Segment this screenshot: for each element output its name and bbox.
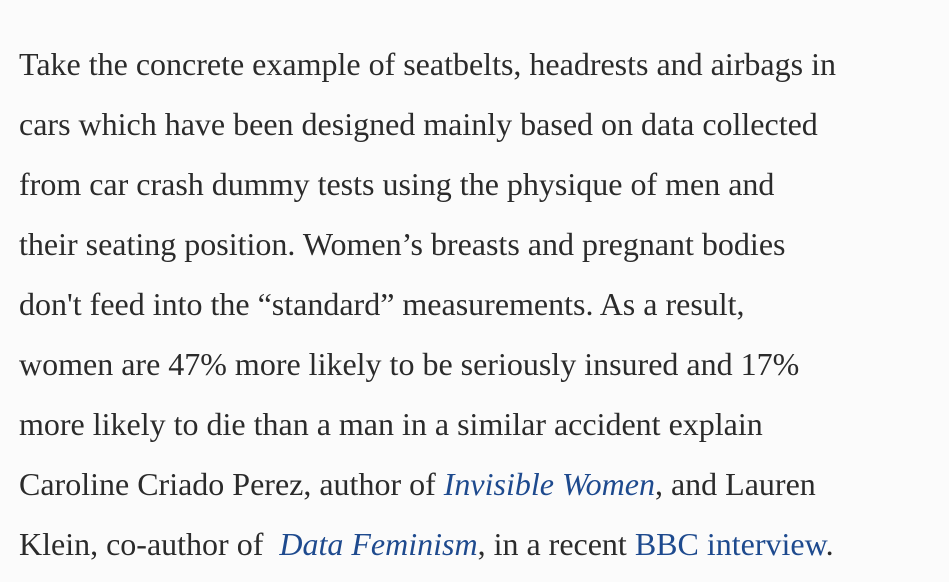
paragraph-line-3: from car crash dummy tests using the phy… [19,166,775,202]
paragraph-line-9: Klein, co-author of Data Feminism, in a … [19,514,939,574]
line-8-suffix: , and Lauren [654,466,816,502]
article-paragraph: Take the concrete example of seatbelts, … [19,34,939,574]
paragraph-line-8: Caroline Criado Perez, author of Invisib… [19,454,939,514]
paragraph-line-1: Take the concrete example of seatbelts, … [19,46,836,82]
line-8-prefix: Caroline Criado Perez, author of [19,466,444,502]
invisible-women-link[interactable]: Invisible Women [443,466,655,502]
line-9-prefix: Klein, co-author of [19,526,280,562]
paragraph-line-4: their seating position. Women’s breasts … [19,226,786,262]
paragraph-line-7: more likely to die than a man in a simil… [19,406,763,442]
line-9-middle: , in a recent [477,526,635,562]
bbc-interview-link[interactable]: BBC interview [634,526,826,562]
line-9-suffix: . [825,526,834,562]
paragraph-line-2: cars which have been designed mainly bas… [19,106,818,142]
paragraph-line-6: women are 47% more likely to be seriousl… [19,346,800,382]
data-feminism-link[interactable]: Data Feminism [279,526,478,562]
paragraph-line-5: don't feed into the “standard” measureme… [19,286,745,322]
